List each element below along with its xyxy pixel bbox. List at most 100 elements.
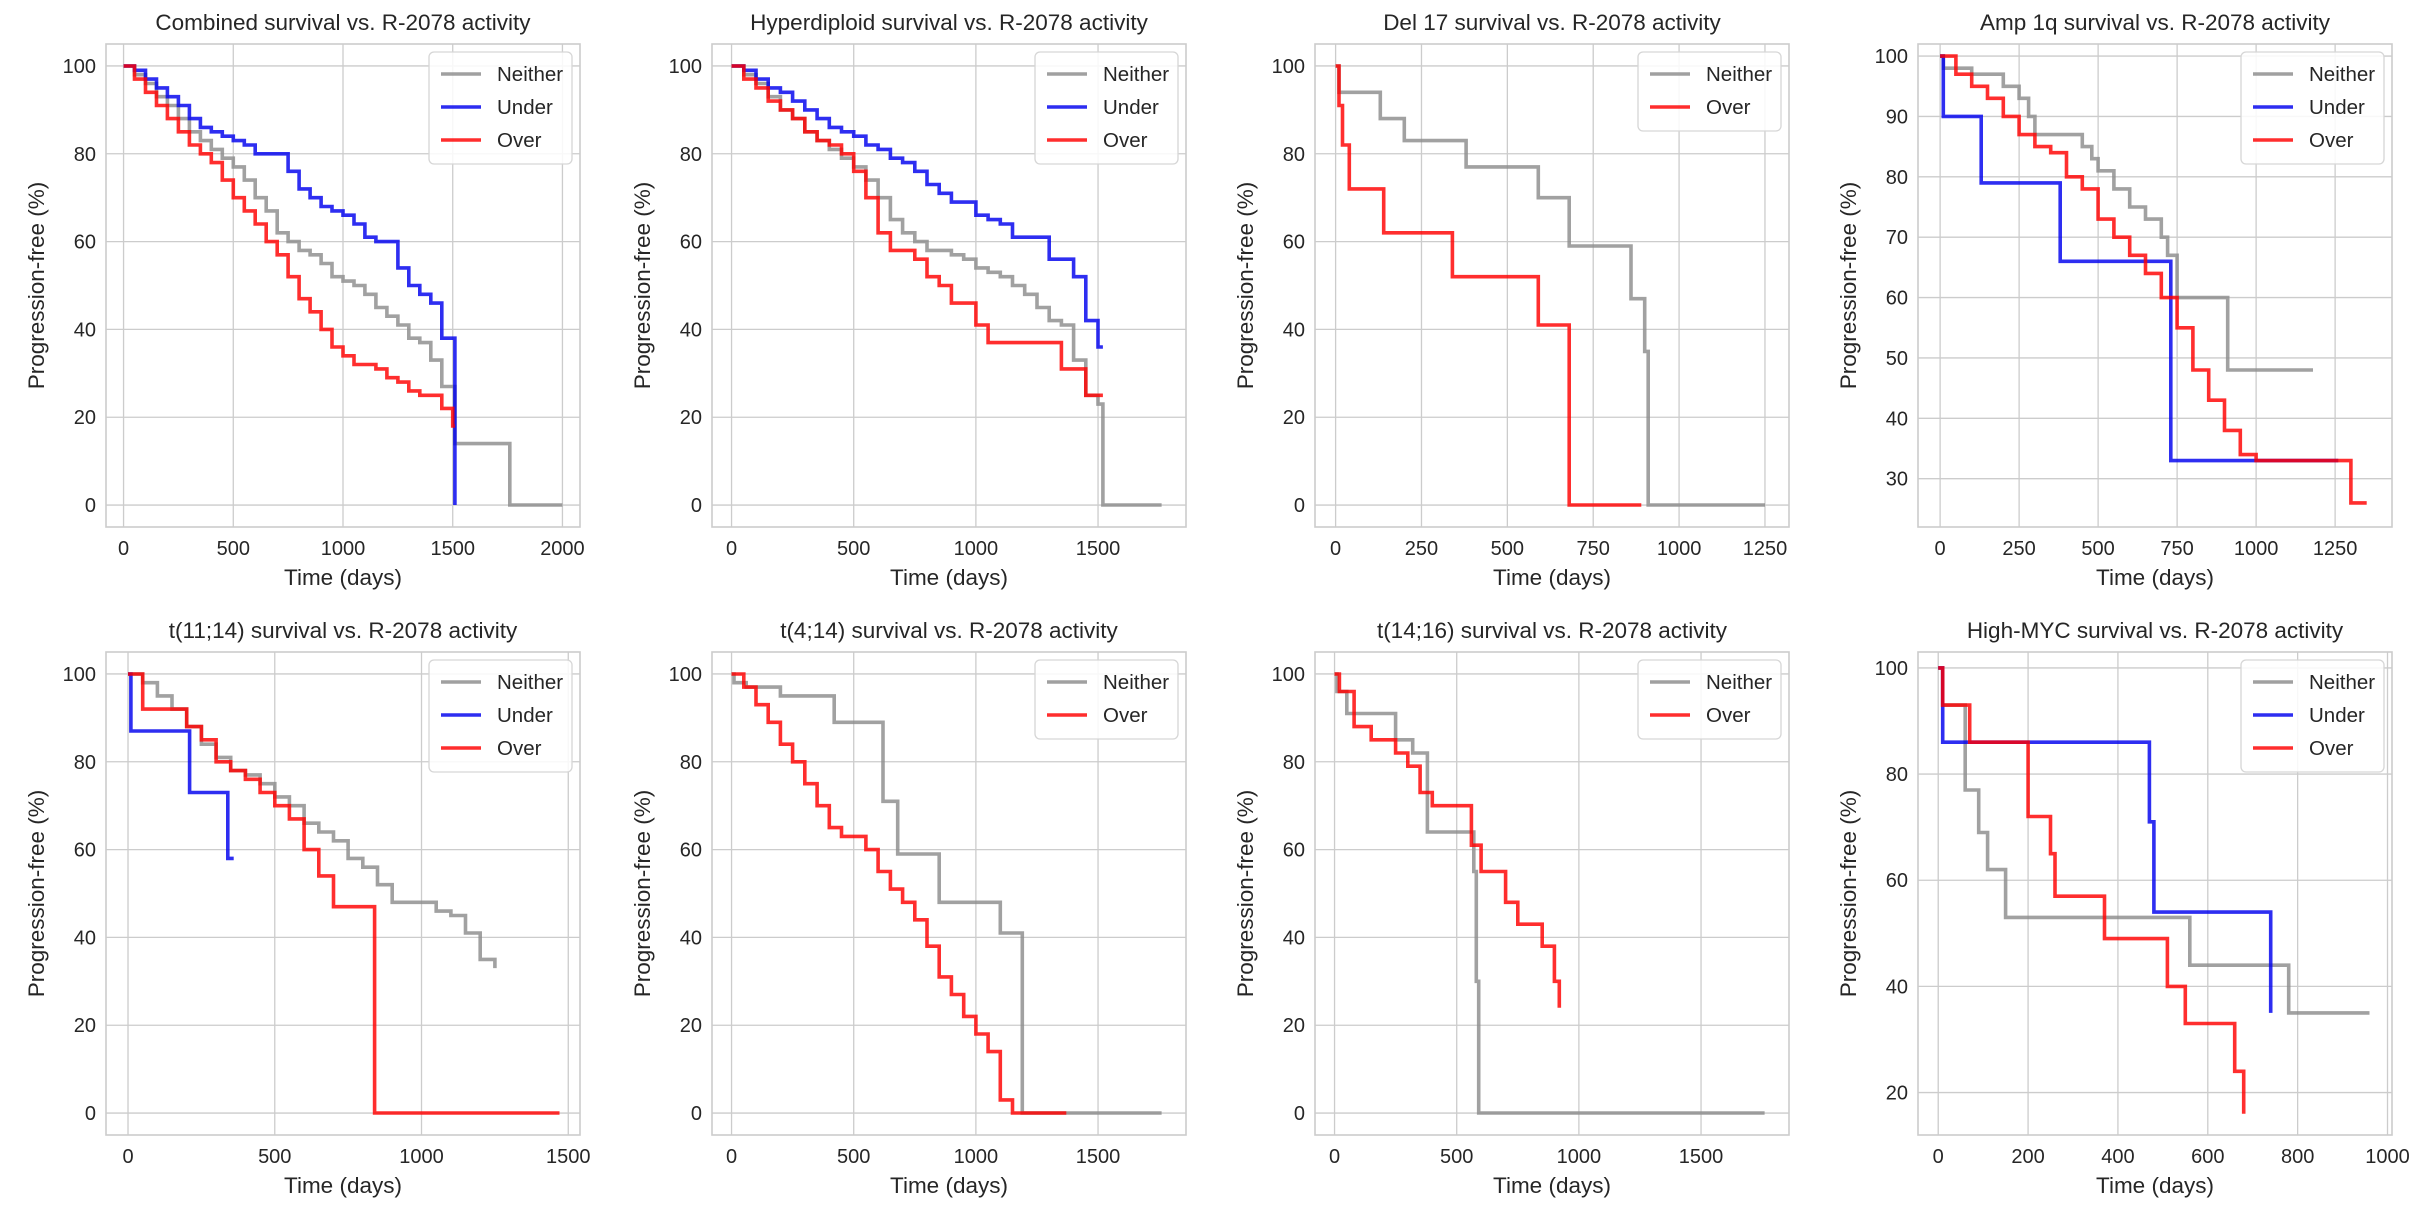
- y-tick-label: 60: [74, 840, 96, 862]
- y-tick-label: 20: [74, 407, 96, 429]
- series-line-neither: [1940, 54, 2313, 372]
- y-tick-label: 0: [1294, 1103, 1305, 1125]
- legend-box: [1637, 51, 1782, 132]
- y-tick-label: 0: [85, 1103, 96, 1125]
- y-tick-label: 80: [1886, 764, 1908, 786]
- chart-panel-del17: 0 250 500 750 1000 1250 0 20 40 60 80 100 Del 17 sur…: [1233, 10, 1790, 590]
- legend-box: [428, 51, 573, 165]
- y-axis-label: Progression-free (%): [1233, 182, 1258, 390]
- y-tick-label: 60: [1886, 870, 1908, 892]
- series-line-under: [123, 64, 457, 505]
- chart-title: t(4;14) survival vs. R-2078 activity: [780, 618, 1118, 643]
- legend-box: [2240, 51, 2385, 165]
- y-axis-label: Progression-free (%): [630, 790, 655, 998]
- y-tick-label: 40: [1886, 976, 1908, 998]
- y-tick-label: 80: [680, 144, 702, 166]
- x-tick-label: 750: [2160, 538, 2193, 560]
- x-tick-label: 1000: [399, 1146, 444, 1168]
- legend-entry-under: Under: [1103, 96, 1159, 119]
- y-tick-label: 80: [1283, 144, 1305, 166]
- y-tick-label: 100: [1272, 56, 1305, 78]
- x-axis-label: Time (days): [2096, 1173, 2214, 1198]
- plot-area: [105, 651, 581, 1136]
- x-tick-label: 600: [2191, 1146, 2224, 1168]
- y-tick-label: 100: [63, 56, 96, 78]
- x-tick-label: 1000: [954, 1146, 999, 1168]
- y-tick-label: 40: [1283, 319, 1305, 341]
- series-line-over: [123, 64, 455, 428]
- y-tick-label: 80: [680, 752, 702, 774]
- series-line-over: [731, 672, 1067, 1115]
- legend-box: [1034, 51, 1179, 165]
- y-tick-label: 80: [1886, 167, 1908, 189]
- y-tick-label: 40: [74, 927, 96, 949]
- y-tick-label: 0: [85, 495, 96, 517]
- x-axis-label: Time (days): [1493, 565, 1611, 590]
- y-tick-label: 40: [680, 319, 702, 341]
- y-tick-label: 60: [1886, 288, 1908, 310]
- plot-area: [1917, 651, 2393, 1136]
- series-line-under: [1940, 54, 2339, 463]
- x-tick-label: 500: [1491, 538, 1524, 560]
- y-axis-label: Progression-free (%): [24, 790, 49, 998]
- plot-area: [105, 43, 581, 528]
- y-tick-label: 20: [1283, 407, 1305, 429]
- legend-entry-over: Over: [1706, 704, 1751, 727]
- legend: Neither Over: [1637, 659, 1782, 740]
- x-tick-label: 400: [2101, 1146, 2134, 1168]
- x-axis-label: Time (days): [890, 565, 1008, 590]
- x-tick-label: 0: [726, 1146, 737, 1168]
- y-tick-label: 60: [1283, 840, 1305, 862]
- x-tick-label: 0: [1330, 538, 1341, 560]
- x-tick-label: 1000: [321, 538, 366, 560]
- legend-entry-under: Under: [497, 704, 553, 727]
- chart-panel-t11-14: 0 500 1000 1500 0 20 40 60 80 100 t(11;14) surviva…: [24, 618, 591, 1198]
- y-tick-label: 60: [680, 232, 702, 254]
- x-tick-label: 0: [1935, 538, 1946, 560]
- y-axis-label: Progression-free (%): [1233, 790, 1258, 998]
- x-tick-label: 0: [122, 1146, 133, 1168]
- x-tick-label: 750: [1577, 538, 1610, 560]
- y-axis-label: Progression-free (%): [1836, 790, 1861, 998]
- x-axis-label: Time (days): [1493, 1173, 1611, 1198]
- series-line-over: [1938, 666, 2246, 1114]
- legend-entry-over: Over: [2309, 737, 2354, 760]
- plot-area: [1314, 651, 1790, 1136]
- legend-entry-over: Over: [497, 129, 542, 152]
- legend-entry-neither: Neither: [2309, 671, 2375, 694]
- y-tick-label: 80: [1283, 752, 1305, 774]
- series-line-neither: [1335, 64, 1765, 507]
- legend-entry-neither: Neither: [497, 63, 563, 86]
- y-tick-label: 100: [63, 664, 96, 686]
- x-tick-label: 0: [118, 538, 129, 560]
- y-tick-label: 90: [1886, 106, 1908, 128]
- x-tick-label: 1000: [2234, 538, 2279, 560]
- legend-entry-neither: Neither: [497, 671, 563, 694]
- chart-panel-hyperdiploid: 0 500 1000 1500 0 20 40 60 80 100 Hyperdiploid sur…: [630, 10, 1187, 590]
- plot-area: [1314, 43, 1790, 528]
- x-tick-label: 0: [1329, 1146, 1340, 1168]
- legend-entry-over: Over: [2309, 129, 2354, 152]
- chart-panel-combined: 0 500 1000 1500 2000 0 20 40 60 80 100 Combined sur…: [24, 10, 585, 590]
- y-tick-label: 100: [1272, 664, 1305, 686]
- y-tick-label: 0: [691, 495, 702, 517]
- y-tick-label: 0: [1294, 495, 1305, 517]
- y-tick-label: 20: [680, 1015, 702, 1037]
- y-axis-label: Progression-free (%): [24, 182, 49, 390]
- x-tick-label: 500: [837, 1146, 870, 1168]
- legend-entry-under: Under: [2309, 704, 2365, 727]
- legend: Neither Under Over: [1034, 51, 1179, 165]
- y-tick-label: 30: [1886, 469, 1908, 491]
- legend-entry-over: Over: [1706, 96, 1751, 119]
- series-line-over: [1940, 54, 2367, 505]
- series-line-under: [1938, 666, 2273, 1013]
- x-tick-label: 1000: [1657, 538, 1702, 560]
- x-tick-label: 500: [258, 1146, 291, 1168]
- x-tick-label: 1000: [954, 538, 999, 560]
- series-line-under: [731, 64, 1103, 349]
- x-tick-label: 0: [1933, 1146, 1944, 1168]
- x-axis-label: Time (days): [2096, 565, 2214, 590]
- x-tick-label: 1500: [1679, 1146, 1724, 1168]
- x-axis-label: Time (days): [284, 565, 402, 590]
- chart-title: Amp 1q survival vs. R-2078 activity: [1980, 10, 2331, 35]
